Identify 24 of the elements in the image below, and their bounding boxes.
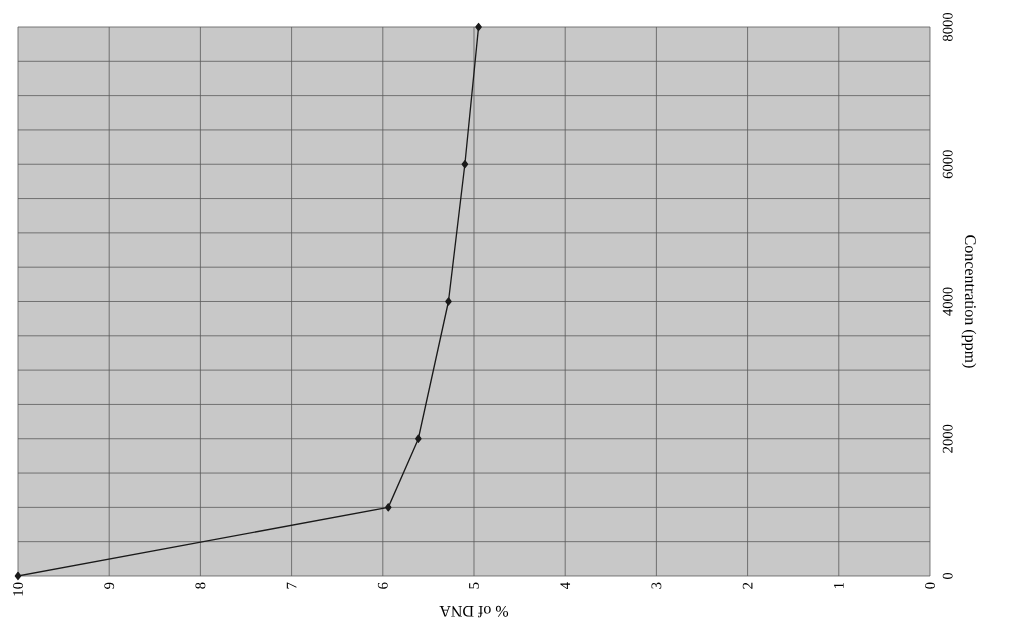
y-axis-title: Concentration (ppm) xyxy=(961,235,977,368)
y-tick-label: 4000 xyxy=(942,287,953,316)
x-tick-label: 6 xyxy=(377,582,388,589)
x-tick-label: 1 xyxy=(833,582,844,589)
point xyxy=(385,503,392,512)
x-tick-label: 0 xyxy=(925,582,935,589)
x-tick-label: 7 xyxy=(286,582,297,589)
point xyxy=(415,434,422,443)
point xyxy=(14,571,22,581)
y-tick-label: 8000 xyxy=(942,12,953,42)
x-tick-label: 9 xyxy=(104,582,115,589)
x-tick-label: 2 xyxy=(742,582,753,589)
x-tick-label: 5 xyxy=(469,582,479,589)
point xyxy=(445,297,452,306)
x-tick-label: 3 xyxy=(651,582,662,589)
y-tick-label: 2000 xyxy=(942,424,953,453)
y-tick-label: 6000 xyxy=(942,150,953,179)
x-axis-title: % of DNA xyxy=(439,605,509,618)
point xyxy=(475,22,482,32)
point xyxy=(461,160,469,169)
x-tick-label: 10 xyxy=(13,582,23,596)
x-tick-label: 4 xyxy=(560,582,571,590)
y-tick-label: 0 xyxy=(942,572,953,580)
x-tick-label: 8 xyxy=(195,582,206,589)
